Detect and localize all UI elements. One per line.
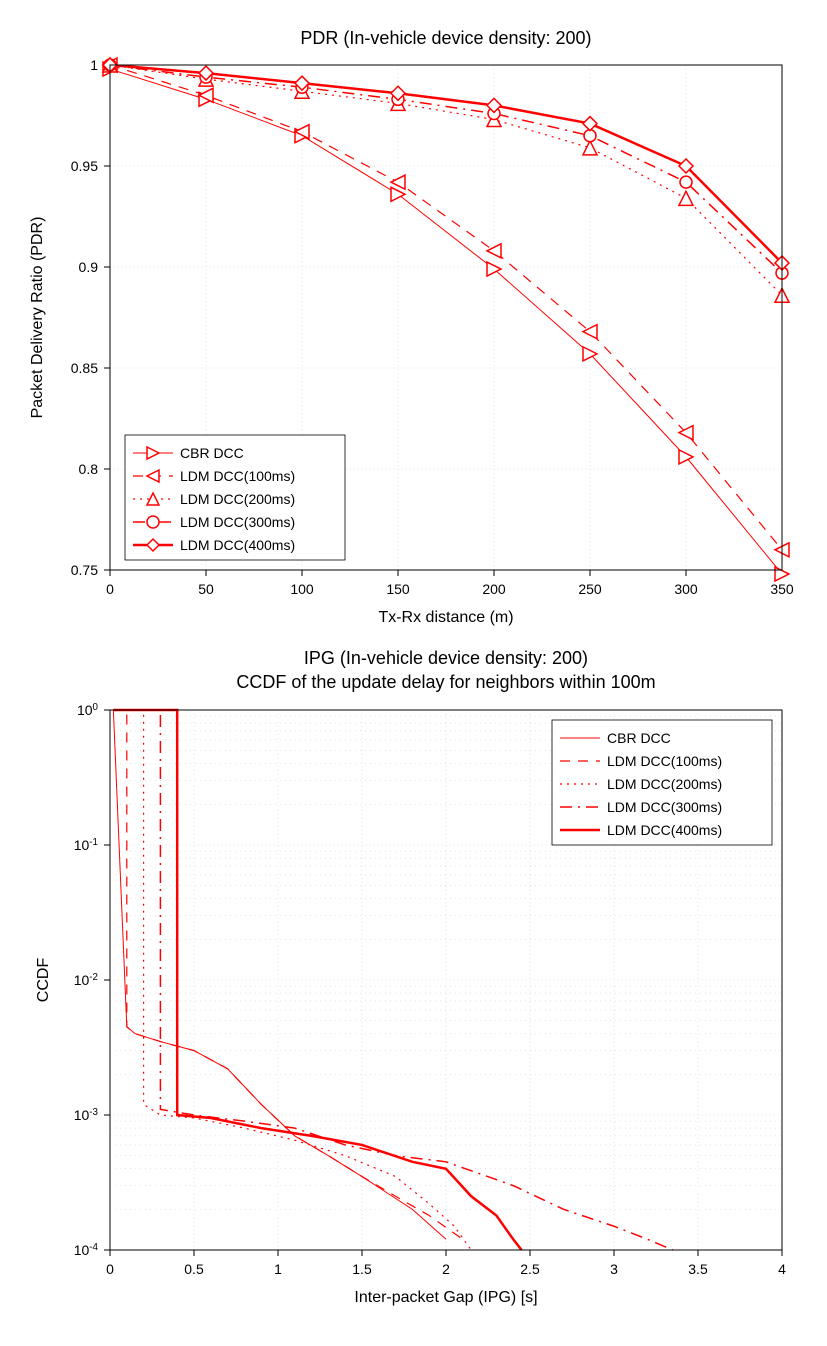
- svg-text:10-4: 10-4: [74, 1242, 99, 1259]
- svg-text:0.75: 0.75: [71, 562, 98, 578]
- svg-text:100: 100: [290, 581, 314, 597]
- svg-text:CBR DCC: CBR DCC: [607, 730, 671, 746]
- svg-text:Packet Delivery Ratio (PDR): Packet Delivery Ratio (PDR): [29, 217, 46, 419]
- svg-text:10-1: 10-1: [74, 837, 98, 854]
- svg-text:10-3: 10-3: [74, 1107, 99, 1124]
- svg-text:1.5: 1.5: [352, 1261, 372, 1277]
- svg-text:0.9: 0.9: [79, 259, 99, 275]
- svg-text:2.5: 2.5: [520, 1261, 540, 1277]
- svg-text:3: 3: [610, 1261, 618, 1277]
- svg-text:350: 350: [770, 581, 794, 597]
- svg-text:1: 1: [274, 1261, 282, 1277]
- svg-text:0.85: 0.85: [71, 360, 98, 376]
- svg-text:CCDF of the update delay for n: CCDF of the update delay for neighbors w…: [236, 672, 655, 692]
- figure-container: 0 50 100 150 200 250 300 350 0.75 0.8 0.85 0.9 0.95 1…: [20, 20, 807, 1320]
- svg-text:0.5: 0.5: [184, 1261, 204, 1277]
- svg-text:CCDF: CCDF: [35, 958, 52, 1003]
- svg-text:LDM DCC(100ms): LDM DCC(100ms): [607, 753, 722, 769]
- svg-text:LDM DCC(100ms): LDM DCC(100ms): [180, 468, 295, 484]
- svg-text:LDM DCC(400ms): LDM DCC(400ms): [607, 822, 722, 838]
- svg-text:PDR (In-vehicle device density: PDR (In-vehicle device density: 200): [300, 28, 591, 48]
- pdr-chart: 0 50 100 150 200 250 300 350 0.75 0.8 0.85 0.9 0.95 1…: [20, 20, 807, 640]
- svg-text:0.8: 0.8: [79, 461, 99, 477]
- svg-text:0: 0: [106, 581, 114, 597]
- svg-text:LDM DCC(400ms): LDM DCC(400ms): [180, 537, 295, 553]
- svg-text:LDM DCC(200ms): LDM DCC(200ms): [180, 491, 295, 507]
- svg-text:LDM DCC(300ms): LDM DCC(300ms): [607, 799, 722, 815]
- svg-text:IPG (In-vehicle device density: IPG (In-vehicle device density: 200): [304, 648, 588, 668]
- svg-text:150: 150: [386, 581, 410, 597]
- svg-text:1: 1: [90, 57, 98, 73]
- svg-text:LDM DCC(300ms): LDM DCC(300ms): [180, 514, 295, 530]
- svg-text:3.5: 3.5: [688, 1261, 708, 1277]
- svg-text:100: 100: [77, 702, 99, 719]
- svg-text:0.95: 0.95: [71, 158, 98, 174]
- svg-text:LDM DCC(200ms): LDM DCC(200ms): [607, 776, 722, 792]
- svg-text:200: 200: [482, 581, 506, 597]
- ipg-chart: 0 0.5 1 1.5 2 2.5 3 3.5 4 100 10-1 10-2 10-3 10-4 IPG …: [20, 640, 807, 1320]
- svg-text:4: 4: [778, 1261, 786, 1277]
- svg-text:0: 0: [106, 1261, 114, 1277]
- svg-text:250: 250: [578, 581, 602, 597]
- svg-text:Inter-packet Gap (IPG) [s]: Inter-packet Gap (IPG) [s]: [354, 1289, 537, 1306]
- svg-text:10-2: 10-2: [74, 972, 98, 989]
- svg-text:CBR DCC: CBR DCC: [180, 445, 244, 461]
- svg-text:300: 300: [674, 581, 698, 597]
- svg-text:50: 50: [198, 581, 214, 597]
- svg-text:2: 2: [442, 1261, 450, 1277]
- svg-text:Tx-Rx distance (m): Tx-Rx distance (m): [378, 609, 513, 626]
